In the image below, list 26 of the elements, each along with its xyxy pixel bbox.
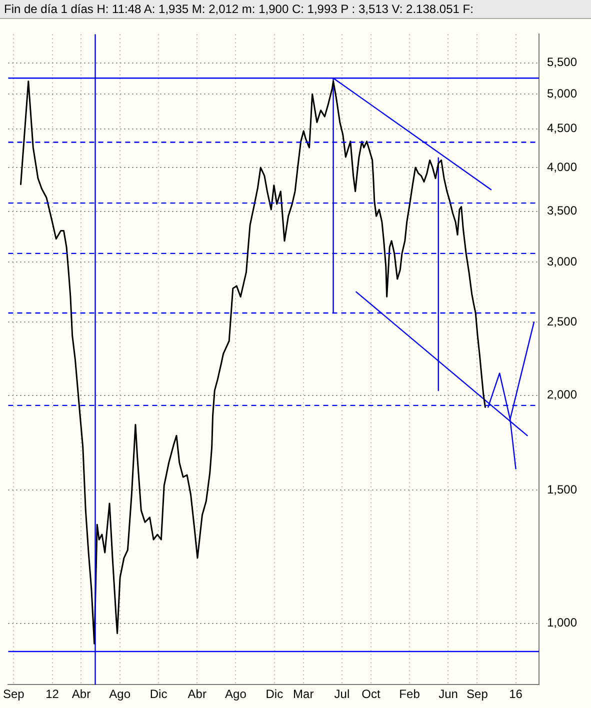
x-tick-label: Oct	[362, 687, 381, 702]
x-tick-label: Jun	[438, 687, 458, 702]
y-tick-label: 2,500	[546, 314, 578, 328]
y-tick-label: 4,500	[546, 121, 578, 136]
y-tick-label: 5,500	[546, 55, 578, 70]
x-tick-label: Sep	[2, 687, 25, 702]
x-tick-label: 16	[509, 687, 523, 702]
x-tick-label: Dic	[266, 687, 284, 702]
y-tick-label: 1,500	[546, 482, 578, 496]
x-tick-label: Mar	[293, 687, 314, 702]
x-tick-label: Sep	[466, 687, 488, 702]
chart-title: Fin de día 1 días H: 11:48 A: 1,935 M: 2,012 m: 1,900 C: 1,993 P : 3,513 V: 2.138.051 F:	[0, 0, 591, 19]
x-tick-label: Feb	[399, 687, 420, 702]
y-tick-label: 3,000	[546, 254, 578, 268]
y-tick-label: 2,000	[546, 388, 578, 402]
x-tick-label: Jul	[334, 687, 350, 702]
x-tick-label: Abr	[188, 687, 206, 702]
y-tick-label: 3,500	[546, 204, 578, 218]
y-tick-label: 4,000	[546, 160, 578, 174]
y-tick-label: 5,000	[546, 86, 578, 100]
x-tick-label: Ago	[109, 687, 131, 702]
x-tick-label: Abr	[72, 687, 91, 702]
x-tick-label: Ago	[225, 687, 247, 702]
x-tick-label: Dic	[150, 687, 168, 702]
x-tick-label: 12	[46, 687, 60, 702]
y-tick-label: 1,000	[546, 616, 578, 630]
